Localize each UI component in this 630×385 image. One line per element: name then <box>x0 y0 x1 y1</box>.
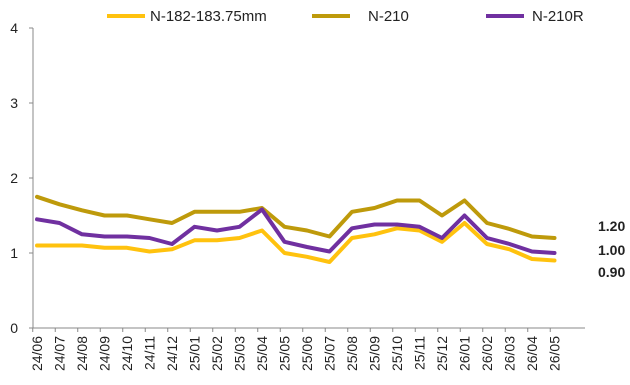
y-tick-label: 4 <box>10 20 18 36</box>
x-tick-label: 26/01 <box>457 336 473 371</box>
end-label-1: 0.90 <box>598 264 625 280</box>
end-value-labels: 0.90 1.20 1.00 <box>598 218 625 280</box>
end-label-3: 1.00 <box>598 242 625 258</box>
legend-label-1: N-182-183.75mm <box>150 8 267 25</box>
x-tick-label: 24/07 <box>52 336 68 371</box>
x-tick-label: 25/06 <box>299 336 315 371</box>
x-axis: 24/06 24/07 24/08 24/09 24/10 24/11 24/12 25/01… <box>29 327 585 371</box>
x-tick-label: 25/09 <box>367 336 383 371</box>
end-label-2: 1.20 <box>598 218 625 234</box>
x-tick-label: 25/08 <box>344 336 360 371</box>
chart-legend: N-182-183.75mm N-210 N-210R <box>107 8 584 25</box>
series-lines <box>35 194 557 264</box>
y-tick-label: 2 <box>10 170 18 186</box>
y-axis: 0 1 2 3 4 <box>10 20 34 336</box>
x-tick-label: 24/12 <box>164 336 180 371</box>
x-tick-label: 25/05 <box>277 336 293 371</box>
x-tick-label: 25/04 <box>254 336 270 371</box>
x-tick-label: 24/11 <box>142 336 158 370</box>
y-tick-label: 0 <box>10 320 18 336</box>
x-tick-label: 26/04 <box>524 336 540 371</box>
legend-label-3: N-210R <box>532 8 584 25</box>
x-tick-label: 25/02 <box>209 336 225 371</box>
x-tick-label: 24/06 <box>29 336 45 371</box>
x-tick-label: 24/09 <box>97 336 113 371</box>
legend-label-2: N-210 <box>368 8 409 25</box>
series-line-3 <box>35 207 557 255</box>
x-tick-label: 26/03 <box>502 336 518 371</box>
x-tick-label: 25/10 <box>389 336 405 371</box>
x-tick-label: 25/01 <box>187 336 203 371</box>
x-tick-label: 25/03 <box>232 336 248 371</box>
series-line-1 <box>35 221 557 264</box>
x-tick-label: 25/11 <box>412 336 428 370</box>
x-tick-label: 25/07 <box>322 336 338 371</box>
y-tick-label: 3 <box>10 95 18 111</box>
x-tick-label: 26/05 <box>547 336 563 371</box>
x-tick-label: 26/02 <box>479 336 495 371</box>
x-tick-label: 24/10 <box>119 336 135 371</box>
x-tick-label: 25/12 <box>434 336 450 371</box>
series-line-2 <box>35 194 557 240</box>
x-tick-label: 24/08 <box>74 336 90 371</box>
y-tick-label: 1 <box>10 245 18 261</box>
